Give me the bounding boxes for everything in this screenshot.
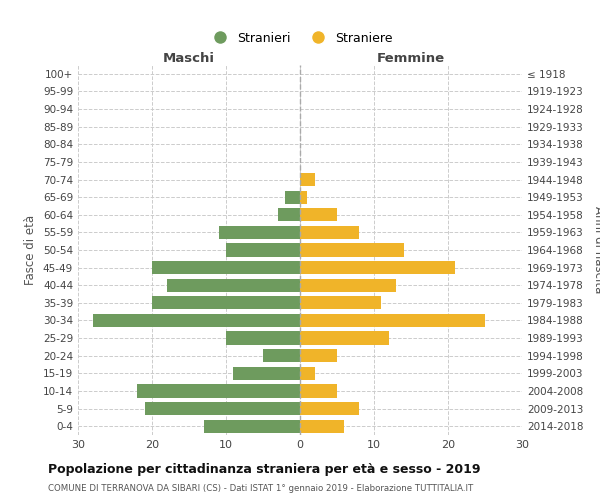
Bar [226, 244, 300, 256]
Bar [300, 208, 337, 222]
Bar [300, 244, 404, 256]
Bar [152, 296, 300, 310]
Bar [300, 296, 382, 310]
Bar [300, 278, 396, 292]
Bar [300, 314, 485, 327]
Bar [300, 190, 307, 204]
Text: Maschi: Maschi [163, 52, 215, 65]
Bar [300, 384, 337, 398]
Bar [226, 332, 300, 344]
Bar [93, 314, 300, 327]
Bar [300, 420, 344, 433]
Bar [145, 402, 300, 415]
Bar [300, 173, 315, 186]
Bar [300, 366, 315, 380]
Bar [300, 226, 359, 239]
Bar [152, 261, 300, 274]
Bar [300, 402, 359, 415]
Bar [278, 208, 300, 222]
Bar [300, 332, 389, 344]
Bar [285, 190, 300, 204]
Bar [263, 349, 300, 362]
Bar [218, 226, 300, 239]
Legend: Stranieri, Straniere: Stranieri, Straniere [202, 27, 398, 50]
Text: Popolazione per cittadinanza straniera per età e sesso - 2019: Popolazione per cittadinanza straniera p… [48, 462, 481, 475]
Bar [233, 366, 300, 380]
Bar [300, 261, 455, 274]
Text: Femmine: Femmine [377, 52, 445, 65]
Bar [137, 384, 300, 398]
Bar [300, 349, 337, 362]
Bar [167, 278, 300, 292]
Bar [204, 420, 300, 433]
Y-axis label: Anni di nascita: Anni di nascita [592, 206, 600, 294]
Text: COMUNE DI TERRANOVA DA SIBARI (CS) - Dati ISTAT 1° gennaio 2019 - Elaborazione T: COMUNE DI TERRANOVA DA SIBARI (CS) - Dat… [48, 484, 473, 493]
Y-axis label: Fasce di età: Fasce di età [25, 215, 37, 285]
